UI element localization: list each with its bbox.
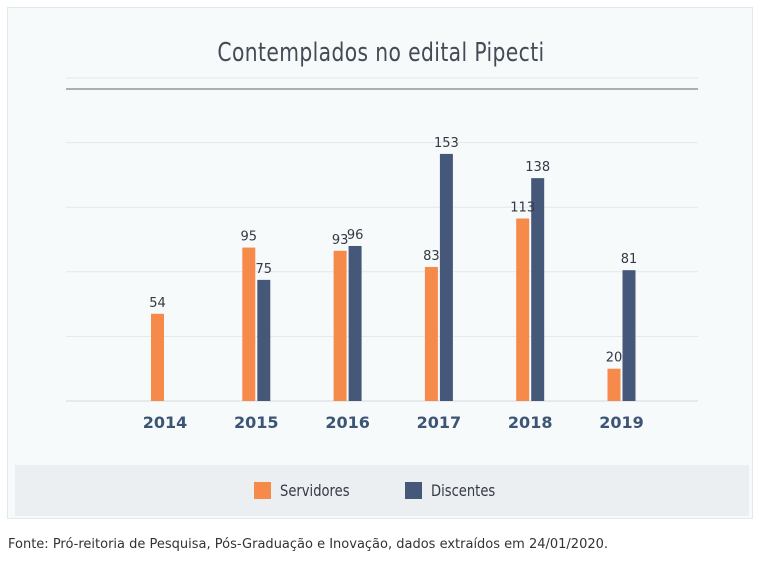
title-divider bbox=[66, 88, 698, 90]
legend-label-discentes: Discentes bbox=[431, 481, 496, 500]
value-label-discentes-2018: 138 bbox=[525, 160, 550, 175]
bar-servidores-2014 bbox=[151, 313, 164, 401]
legend-item-servidores: Servidores bbox=[254, 481, 365, 500]
x-axis-ticks: 2014 2015 2016 2017 2018 2019 bbox=[143, 413, 644, 432]
value-label-discentes-2016: 96 bbox=[347, 228, 364, 243]
value-label-discentes-2015: 75 bbox=[256, 262, 273, 277]
value-label-discentes-2017: 153 bbox=[434, 136, 459, 151]
bar-servidores-2016 bbox=[333, 250, 347, 401]
legend-label-servidores: Servidores bbox=[280, 481, 350, 500]
bar-discentes-2018 bbox=[531, 178, 545, 401]
x-tick-2014: 2014 bbox=[143, 413, 188, 432]
value-label-servidores-2014: 54 bbox=[149, 296, 166, 311]
legend: Servidores Discentes bbox=[15, 465, 749, 516]
legend-item-discentes: Discentes bbox=[405, 481, 509, 500]
bar-discentes-2015 bbox=[257, 279, 271, 401]
chart-card: Contemplados no edital Pipecti 54 95 75 93 9… bbox=[7, 7, 753, 519]
value-label-servidores-2019: 20 bbox=[606, 351, 623, 366]
x-tick-2019: 2019 bbox=[599, 413, 644, 432]
value-label-servidores-2015: 95 bbox=[241, 230, 258, 245]
legend-swatch-discentes bbox=[405, 482, 423, 499]
bar-discentes-2016 bbox=[348, 245, 362, 401]
value-label-servidores-2018: 113 bbox=[510, 201, 535, 216]
x-tick-2015: 2015 bbox=[234, 413, 279, 432]
x-tick-2017: 2017 bbox=[417, 413, 462, 432]
value-label-servidores-2017: 83 bbox=[423, 249, 440, 264]
bar-discentes-2017 bbox=[439, 153, 453, 401]
grid-lines bbox=[66, 77, 698, 402]
bar-servidores-2018 bbox=[516, 218, 530, 401]
source-note: Fonte: Pró-reitoria de Pesquisa, Pós-Gra… bbox=[8, 537, 609, 552]
bars bbox=[151, 153, 636, 401]
legend-swatch-servidores bbox=[254, 482, 272, 499]
bar-servidores-2015 bbox=[242, 247, 256, 401]
bar-servidores-2019 bbox=[607, 368, 621, 401]
x-tick-2016: 2016 bbox=[325, 413, 370, 432]
chart-title: Contemplados no edital Pipecti bbox=[217, 38, 545, 68]
value-label-discentes-2019: 81 bbox=[621, 252, 638, 267]
x-tick-2018: 2018 bbox=[508, 413, 553, 432]
bar-discentes-2019 bbox=[622, 270, 636, 401]
value-label-servidores-2016: 93 bbox=[332, 233, 349, 248]
bar-servidores-2017 bbox=[424, 266, 438, 401]
